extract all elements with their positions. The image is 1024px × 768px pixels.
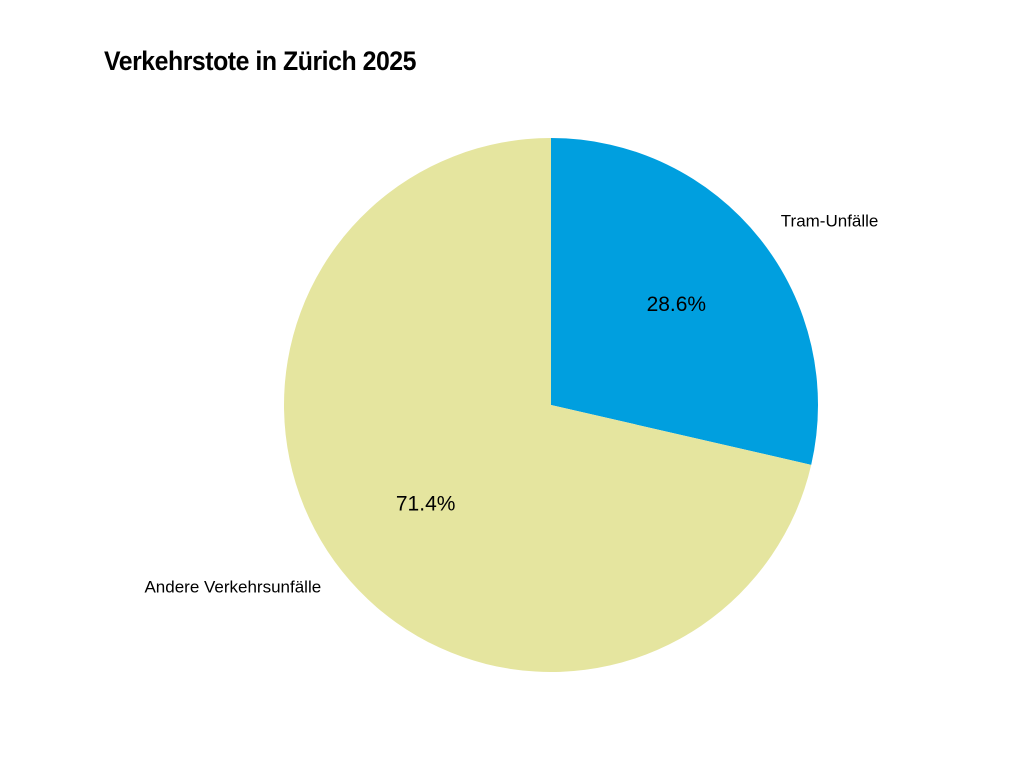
pie-labels: 28.6% Tram-Unfälle 71.4% Andere Verkehrsunf… bbox=[144, 212, 878, 597]
pie-slices bbox=[284, 138, 819, 672]
percent-label-andere-verkehrsunfalle: 71.4% bbox=[396, 492, 456, 515]
category-label-tram-unfalle: Tram-Unfälle bbox=[781, 212, 879, 231]
pie-slice-andere-verkehrsunfalle bbox=[284, 138, 812, 672]
chart-title: Verkehrstote in Zürich 2025 bbox=[104, 46, 417, 76]
pie-slice-tram-unfalle bbox=[551, 138, 819, 465]
percent-label-tram-unfalle: 28.6% bbox=[647, 293, 707, 316]
category-label-andere-verkehrsunfalle: Andere Verkehrsunfälle bbox=[144, 577, 321, 596]
